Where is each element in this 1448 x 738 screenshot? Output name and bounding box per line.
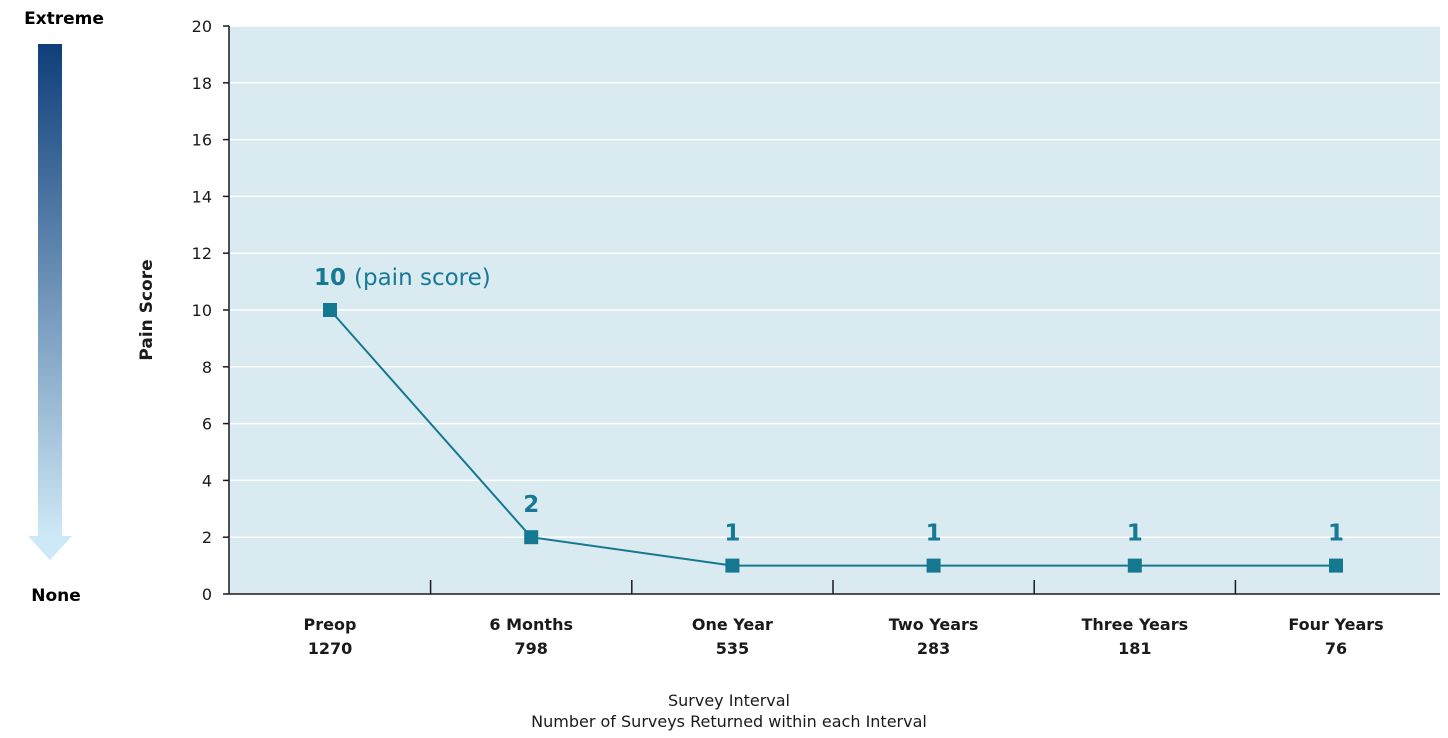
y-tick-label: 16 — [192, 131, 212, 150]
category-count-label: 798 — [514, 639, 547, 658]
category-label: 6 Months — [489, 615, 573, 634]
scale-bottom-label: None — [31, 586, 81, 606]
data-point — [1127, 558, 1142, 573]
data-point — [323, 303, 337, 317]
data-labels: 10 (pain score) 2 1 1 1 1 — [314, 265, 1344, 547]
category-count-label: 535 — [716, 639, 749, 658]
x-axis-ticks — [429, 580, 1237, 594]
data-label: 1 — [1328, 521, 1344, 547]
category-label: One Year — [692, 615, 773, 634]
y-axis-title: Pain Score — [137, 259, 157, 360]
data-label: 2 — [523, 492, 539, 518]
scale-arrow-head — [28, 536, 72, 560]
y-tick-label: 2 — [202, 528, 212, 547]
y-tick-label: 10 — [192, 301, 212, 320]
data-label: 1 — [926, 521, 942, 547]
category-count-label: 1270 — [308, 639, 353, 658]
category-label: Three Years — [1081, 615, 1188, 634]
data-point — [926, 558, 941, 573]
pain-score-series — [323, 303, 1343, 573]
category-count-label: 181 — [1118, 639, 1151, 658]
y-tick-label: 12 — [192, 244, 212, 263]
category-label: Two Years — [889, 615, 979, 634]
y-tick-label: 4 — [202, 471, 212, 490]
scale-arrow-shaft — [38, 44, 62, 536]
series-line — [329, 309, 1336, 567]
data-point — [725, 558, 740, 573]
category-count-label: 76 — [1325, 639, 1347, 658]
y-tick-label: 0 — [202, 585, 212, 604]
data-label: 1 — [724, 521, 740, 547]
category-label: Preop — [304, 615, 357, 634]
data-point — [524, 530, 539, 545]
data-label-value: 10 — [314, 265, 346, 291]
data-point — [1329, 558, 1343, 573]
data-label: 1 — [1127, 521, 1143, 547]
category-count-label: 283 — [917, 639, 950, 658]
x-axis-title: Survey Interval — [668, 691, 790, 710]
category-label: Four Years — [1288, 615, 1383, 634]
y-tick-label: 14 — [192, 187, 212, 206]
y-tick-label: 20 — [192, 17, 212, 36]
category-labels: Preop 1270 6 Months 798 One Year 535 Two Years… — [304, 615, 1384, 658]
y-tick-label: 18 — [192, 74, 212, 93]
scale-top-label: Extreme — [24, 9, 104, 29]
y-tick-label: 8 — [202, 358, 212, 377]
data-label-suffix: (pain score) — [354, 265, 491, 291]
y-tick-label: 6 — [202, 415, 212, 434]
y-axis-ticks: 0 2 4 6 8 10 12 14 16 18 20 — [192, 17, 229, 604]
data-label: 10 (pain score) — [314, 265, 491, 291]
x-axis-subtitle: Number of Surveys Returned within each I… — [531, 712, 927, 731]
